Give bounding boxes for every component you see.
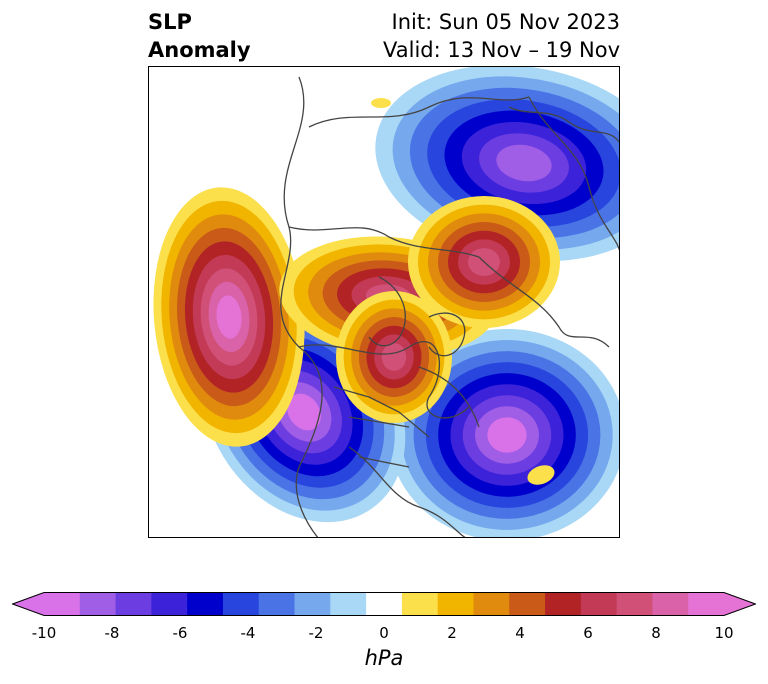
coastline-segment (348, 446, 466, 537)
valid-period: Init: Sun 05 Nov 2023 Valid: 13 Nov – 19… (383, 8, 620, 64)
colorbar-tick-label: 0 (379, 624, 389, 642)
colorbar-segment (366, 592, 403, 616)
anomaly-map (148, 66, 620, 538)
map-title: SLP Anomaly (148, 8, 251, 64)
anomaly-fields (153, 67, 619, 537)
map-canvas (153, 67, 619, 537)
colorbar-tick-label: -8 (104, 624, 120, 642)
positive-anomaly-contour (381, 343, 407, 371)
coastline-segment (418, 366, 480, 428)
colorbar-segment (187, 592, 224, 616)
colorbar-segment (44, 592, 81, 616)
colorbar-segment (258, 592, 296, 616)
colorbar-outline (12, 592, 756, 616)
colorbar-segment (545, 592, 582, 616)
coastline-segment (333, 386, 430, 468)
title-line-1: SLP (148, 10, 192, 34)
colorbar-tick-label: -4 (240, 624, 256, 642)
colorbar-segment (115, 592, 152, 616)
negative-anomaly-contour (487, 417, 527, 453)
colorbar-segment (616, 592, 653, 616)
positive-anomaly-contour (527, 465, 555, 485)
positive-anomaly-contour (216, 295, 242, 339)
colorbar-segment (151, 592, 188, 616)
coastlines (280, 76, 619, 537)
colorbar-units: hPa (364, 646, 404, 670)
colorbar-over-arrow (724, 592, 756, 616)
valid-range: Valid: 13 Nov – 19 Nov (383, 38, 620, 62)
coastline-segment (280, 76, 323, 537)
negative-anomaly-contour (287, 393, 321, 431)
coastline-segment (298, 340, 470, 419)
colorbar-segment (509, 592, 546, 616)
colorbar-segment (294, 592, 331, 616)
colorbar-segment (222, 592, 260, 616)
colorbar-segment (330, 592, 367, 616)
colorbar-tick-label: -6 (172, 624, 188, 642)
coastline-segment (478, 256, 610, 348)
colorbar-tick-label: -2 (308, 624, 324, 642)
negative-anomaly-contour (496, 144, 552, 182)
colorbar-segment (688, 592, 725, 616)
colorbar-segment (437, 592, 474, 616)
coastline-segment (288, 226, 480, 258)
colorbar-segment (401, 592, 439, 616)
title-line-2: Anomaly (148, 38, 251, 62)
colorbar-tick-label: 10 (714, 624, 734, 642)
colorbar-tick-label: 4 (515, 624, 525, 642)
colorbar-tick-label: 6 (583, 624, 593, 642)
colorbar-tick-label: 8 (651, 624, 661, 642)
coastline-segment (428, 312, 466, 357)
coastline-segment (368, 276, 406, 347)
colorbar-segment (79, 592, 117, 616)
colorbar-segment (580, 592, 618, 616)
positive-anomaly-contour (371, 98, 391, 108)
colorbar-segment (652, 592, 689, 616)
coastline-segment (528, 96, 619, 251)
colorbar-under-arrow (12, 592, 44, 616)
colorbar-tick-label: -10 (31, 624, 57, 642)
colorbar-segment (473, 592, 510, 616)
coastline-segment (308, 96, 530, 128)
init-date: Init: Sun 05 Nov 2023 (391, 10, 620, 34)
colorbar (12, 592, 756, 616)
coastline-segment (508, 106, 619, 143)
colorbar-tick-label: 2 (447, 624, 457, 642)
